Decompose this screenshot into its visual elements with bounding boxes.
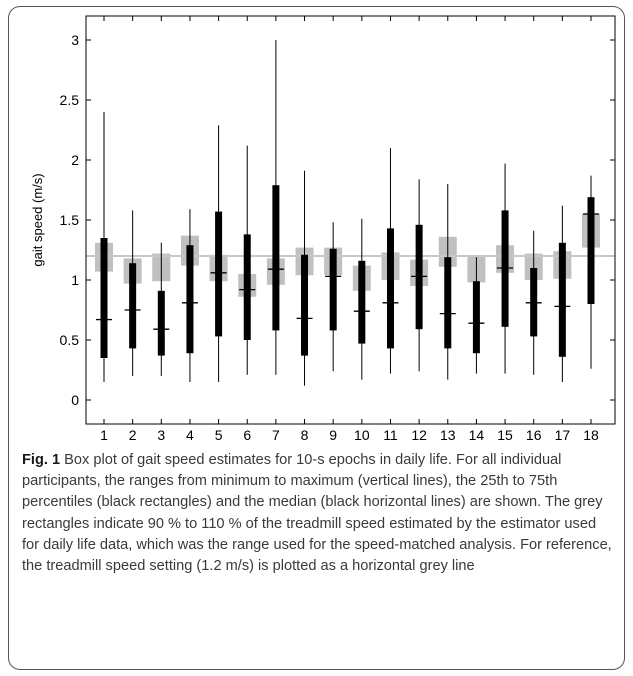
x-tick-label: 3 [157,427,165,440]
median-group [96,213,599,330]
y-tick-label: 2.5 [60,92,80,108]
y-axis-label: gait speed (m/s) [30,173,45,266]
figure-caption-text: Box plot of gait speed estimates for 10-… [22,452,612,575]
box-group [100,185,595,358]
x-tick-label: 17 [555,427,571,440]
iqr-box [243,234,251,340]
x-tick-label: 18 [583,427,599,440]
whisker-group [103,40,592,386]
x-tick-label: 12 [411,427,427,440]
gait-speed-box-plot: 00.511.522.53 1 2 3 4 5 6 7 8 9 10 11 12 13 14 15 16 17 1… [30,15,616,440]
iqr-box [301,254,309,356]
y-axis: 0 0.5 1 1.5 2 2.5 3 [60,32,615,408]
iqr-box [129,263,137,349]
x-tick-label: 13 [440,427,456,440]
iqr-box [100,238,108,358]
iqr-box [186,245,194,354]
treadmill-range-group [95,214,600,297]
y-tick-label: 0 [71,392,79,408]
figure-caption-label: Fig. 1 [22,452,61,468]
x-tick-label: 4 [186,427,194,440]
plot-area-border [85,15,616,425]
iqr-box [587,197,595,304]
iqr-box [472,281,480,354]
iqr-box [215,211,223,337]
iqr-box [272,185,280,331]
x-tick-label: 1 [100,427,108,440]
x-tick-label: 15 [497,427,513,440]
iqr-box [329,248,337,331]
figure-frame [8,6,625,670]
x-tick-label: 14 [469,427,485,440]
x-tick-label: 9 [329,427,337,440]
iqr-box [157,290,165,356]
iqr-box [358,260,366,344]
x-tick-label: 2 [129,427,137,440]
x-tick-label: 11 [383,427,398,440]
y-tick-label: 3 [71,32,79,48]
y-tick-label: 0.5 [60,332,80,348]
x-axis: 1 2 3 4 5 6 7 8 9 10 11 12 13 14 15 16 17 18 [100,16,599,440]
x-tick-label: 8 [301,427,309,440]
iqr-box [386,228,394,349]
y-tick-label: 1.5 [60,212,80,228]
iqr-box [444,257,452,349]
x-tick-label: 16 [526,427,542,440]
y-tick-label: 2 [71,152,79,168]
x-tick-label: 7 [272,427,280,440]
figure-caption: Fig. 1 Box plot of gait speed estimates … [22,450,617,577]
x-tick-label: 5 [215,427,223,440]
x-tick-label: 10 [354,427,370,440]
y-tick-label: 1 [71,272,79,288]
x-tick-label: 6 [243,427,251,440]
iqr-box [558,242,566,357]
